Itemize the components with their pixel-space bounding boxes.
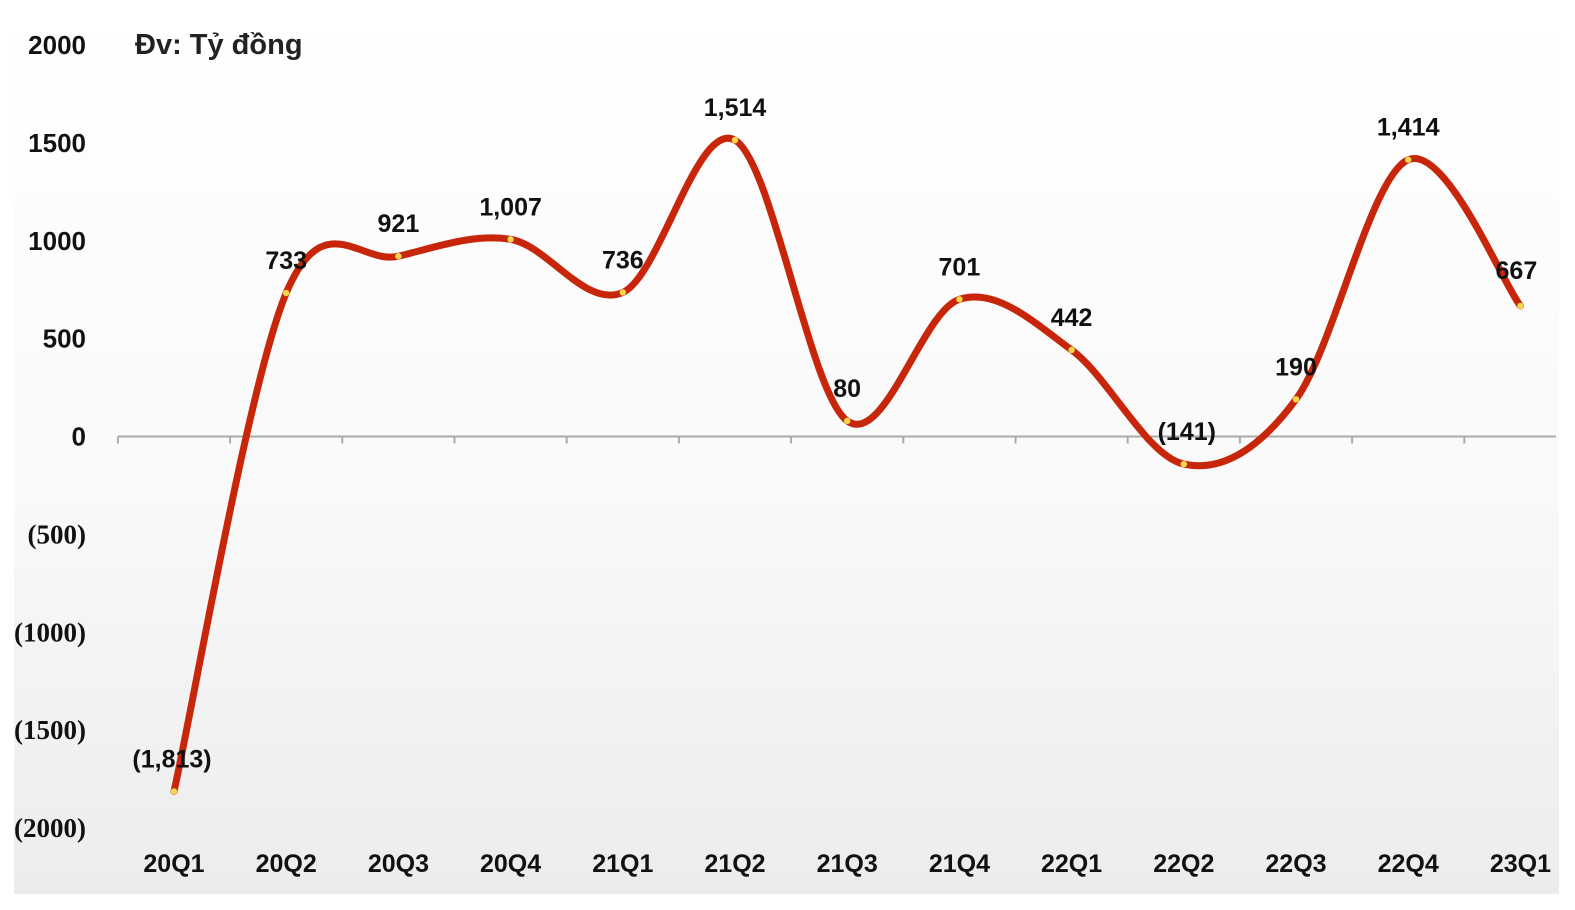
data-point xyxy=(619,289,626,296)
data-point xyxy=(507,236,514,243)
data-point xyxy=(170,788,178,795)
data-point xyxy=(731,136,739,144)
data-label: 733 xyxy=(265,247,307,275)
data-point xyxy=(1517,302,1524,310)
data-point xyxy=(1292,396,1300,403)
data-labels: (1,813) 733 921 1,007 736 1,514 80 701 442 (141) 1… xyxy=(132,94,1537,773)
data-point xyxy=(1068,346,1075,354)
x-axis: 20Q1 20Q2 20Q3 20Q4 21Q1 21Q2 21Q3 21Q4 22Q1 22Q2… xyxy=(116,435,1556,878)
data-point xyxy=(283,289,290,297)
data-point xyxy=(844,417,851,425)
x-tick-label: 22Q3 xyxy=(1265,850,1326,878)
y-tick-label: (1500) xyxy=(14,715,86,745)
data-label: 921 xyxy=(378,210,420,238)
data-point xyxy=(1405,156,1412,163)
x-tick-label: 21Q3 xyxy=(817,850,878,878)
data-label: 442 xyxy=(1051,304,1093,332)
series-group xyxy=(170,134,1524,795)
y-tick-label: 1000 xyxy=(28,226,86,256)
y-tick-label: (1000) xyxy=(14,617,86,647)
x-tick-label: 21Q2 xyxy=(704,850,765,878)
y-tick-label: 2000 xyxy=(28,30,86,60)
x-tick-label: 22Q1 xyxy=(1041,850,1102,878)
data-label: 701 xyxy=(939,253,981,281)
y-tick-label: (500) xyxy=(28,519,86,549)
data-point xyxy=(1180,460,1188,468)
x-tick-label: 23Q1 xyxy=(1490,850,1551,878)
series-line xyxy=(170,134,1524,795)
data-label: 736 xyxy=(602,246,644,274)
unit-label: Đv: Tỷ đồng xyxy=(135,29,303,61)
data-point xyxy=(956,296,963,303)
x-tick-label: 20Q3 xyxy=(368,850,429,878)
x-tick-label: 21Q4 xyxy=(929,850,990,878)
data-label: (141) xyxy=(1158,418,1216,446)
x-tick-label: 20Q4 xyxy=(480,850,541,878)
data-point xyxy=(395,253,402,260)
x-tick-label: 22Q4 xyxy=(1378,850,1439,878)
y-axis: 2000 1500 1000 500 0 (500) (1000) (1500) (2000) xyxy=(14,30,86,843)
data-label: 1,414 xyxy=(1377,114,1440,142)
data-label: 667 xyxy=(1496,257,1538,285)
data-label: 190 xyxy=(1275,353,1317,381)
data-label: 1,514 xyxy=(704,94,767,122)
y-tick-label: 500 xyxy=(43,324,86,354)
x-tick-label: 20Q1 xyxy=(143,850,204,878)
plot-background xyxy=(14,14,1559,894)
y-tick-label: (2000) xyxy=(14,813,86,843)
x-tick-label: 22Q2 xyxy=(1153,850,1214,878)
data-label: 1,007 xyxy=(479,193,542,221)
data-label: 80 xyxy=(833,375,861,403)
x-tick-label: 20Q2 xyxy=(256,850,317,878)
data-label: (1,813) xyxy=(132,745,211,773)
x-tick-label: 21Q1 xyxy=(592,850,653,878)
y-tick-label: 0 xyxy=(72,422,86,452)
y-tick-label: 1500 xyxy=(28,128,86,158)
